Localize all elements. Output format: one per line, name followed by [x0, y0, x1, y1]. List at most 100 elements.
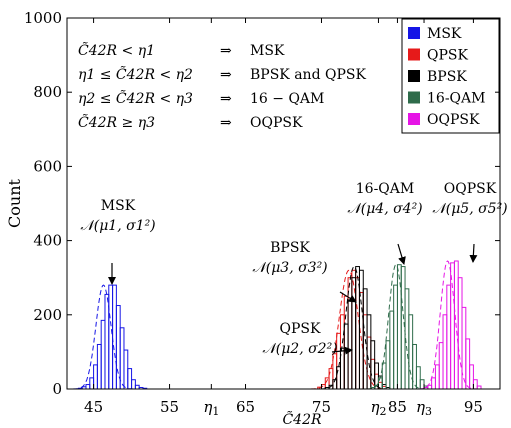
legend-label: OQPSK: [427, 112, 480, 128]
rule-condition: C̃42R < η1: [78, 41, 155, 59]
histogram-bar: [389, 310, 395, 390]
histogram-bar: [472, 379, 478, 390]
y-tick-label: 200: [33, 306, 62, 324]
annotation-distribution: 𝒩(μ1, σ1²): [80, 218, 155, 234]
histogram-bar: [355, 277, 360, 390]
histogram-bar: [434, 364, 440, 390]
annotation-distribution: 𝒩(μ4, σ4²): [347, 201, 422, 217]
rule-condition: η1 ≤ C̃42R < η2: [78, 65, 193, 83]
rule-result: 16 − QAM: [250, 91, 324, 107]
annotation-arrow: [469, 243, 478, 263]
histogram-bar: [400, 266, 406, 390]
legend-swatch: [408, 48, 420, 61]
histogram-bar: [336, 366, 341, 390]
gaussian-fit-curve: [367, 264, 425, 390]
histogram-bar: [446, 284, 452, 390]
histogram-bar: [381, 362, 387, 390]
histogram-bar: [438, 342, 444, 390]
rule-result: OQPSK: [250, 115, 303, 131]
histogram-bar: [96, 343, 102, 390]
x-tick-label: 65: [236, 398, 255, 416]
histogram-bar: [396, 264, 402, 390]
histogram-bar: [351, 277, 357, 390]
annotation-distribution: 𝒩(μ3, σ3²): [252, 260, 327, 276]
histogram-bar: [85, 384, 91, 390]
histogram-bar: [362, 288, 368, 390]
x-tick-label: η2: [370, 398, 386, 418]
decision-rules: C̃42R < η1 ⇒ MSK η1 ≤ C̃42R < η2 ⇒ BPSK and Q…: [78, 41, 366, 131]
annotation-qpsk: QPSK 𝒩(μ2, σ2²): [262, 321, 353, 357]
histogram-bar: [134, 384, 140, 390]
series-16-qam: [367, 264, 429, 390]
x-axis-label: C̃42R: [282, 410, 322, 428]
gaussian-fit-curve: [310, 269, 387, 390]
series-qpsk: [310, 269, 387, 390]
annotation-name: MSK: [101, 198, 136, 214]
histogram-bar: [457, 277, 463, 390]
histogram-bar: [127, 368, 133, 390]
rule-arrow: ⇒: [220, 115, 232, 131]
y-tick-label: 1000: [24, 9, 62, 27]
histogram-bar: [343, 323, 349, 390]
gaussian-fit-curve: [418, 260, 477, 390]
histogram-bar: [89, 377, 95, 390]
histogram-bar: [415, 366, 421, 390]
histogram-bar: [385, 340, 391, 390]
series-oqpsk: [418, 260, 482, 390]
series-bpsk: [320, 265, 391, 390]
rule-result: BPSK and QPSK: [250, 67, 366, 83]
legend-swatch: [408, 70, 420, 82]
annotation-arrow: [331, 346, 353, 355]
legend-swatch: [408, 113, 420, 125]
histogram-bar: [93, 364, 98, 390]
annotation-msk: MSK 𝒩(μ1, σ1²): [80, 198, 156, 285]
x-tick-label: η3: [416, 398, 432, 418]
histogram-bar: [119, 327, 125, 390]
legend-label: QPSK: [427, 48, 468, 64]
histogram-bar: [100, 319, 106, 390]
annotation-bpsk: BPSK 𝒩(μ3, σ3²): [252, 240, 357, 303]
legend-swatch: [408, 91, 420, 104]
y-tick-label: 600: [33, 157, 62, 175]
rule-arrow: ⇒: [220, 67, 232, 83]
legend: MSK QPSK BPSK 16-QAM OQPSK: [401, 18, 500, 134]
x-tick-label: η1: [203, 398, 219, 418]
annotation-16-qam: 16-QAM 𝒩(μ4, σ4²): [347, 181, 423, 265]
y-tick-label: 400: [33, 232, 62, 250]
gaussian-fit-curve: [320, 265, 388, 390]
rule-arrow: ⇒: [220, 43, 232, 59]
annotation-name: 16-QAM: [356, 181, 414, 197]
legend-label: MSK: [427, 26, 462, 42]
histogram-bar: [431, 377, 436, 390]
axes: 45 55 η1 65 75 η2 85 η3 95 0 200 400 600 800 1000 C̃42R…: [5, 9, 501, 428]
histogram-bar: [339, 314, 345, 390]
legend-swatch: [408, 27, 420, 39]
rule-result: MSK: [250, 43, 285, 59]
annotation-arrow: [397, 243, 406, 265]
plot-frame: [66, 17, 501, 390]
histogram-bar: [465, 338, 471, 390]
annotation-arrow: [339, 291, 357, 303]
annotation-oqpsk: OQPSK 𝒩(μ5, σ5²): [432, 181, 508, 263]
histogram-bar: [461, 306, 467, 390]
rule-condition: C̃42R ≥ η3: [78, 113, 155, 131]
x-tick-label: 75: [312, 398, 331, 416]
x-tick-label: 45: [84, 398, 103, 416]
histogram-bar: [112, 284, 117, 390]
y-axis-label: Count: [5, 178, 24, 227]
annotation-name: QPSK: [280, 321, 321, 337]
annotations: MSK 𝒩(μ1, σ1²) QPSK 𝒩(μ2, σ2²) BPSK 𝒩(μ3, σ3²…: [80, 181, 507, 357]
gaussian-fit-curve: [73, 284, 134, 390]
histogram-bar: [347, 299, 353, 390]
histogram-bar: [469, 364, 474, 390]
rule-condition: η2 ≤ C̃42R < η3: [78, 89, 193, 107]
x-tick-label: 85: [388, 398, 407, 416]
histogram-bar: [131, 379, 136, 390]
histogram-bar: [419, 379, 425, 390]
histogram-bar: [450, 262, 455, 390]
x-tick-label: 95: [464, 398, 483, 416]
histogram-bar: [108, 284, 114, 390]
histogram-bar: [104, 293, 110, 390]
x-tick-label: 55: [160, 398, 179, 416]
